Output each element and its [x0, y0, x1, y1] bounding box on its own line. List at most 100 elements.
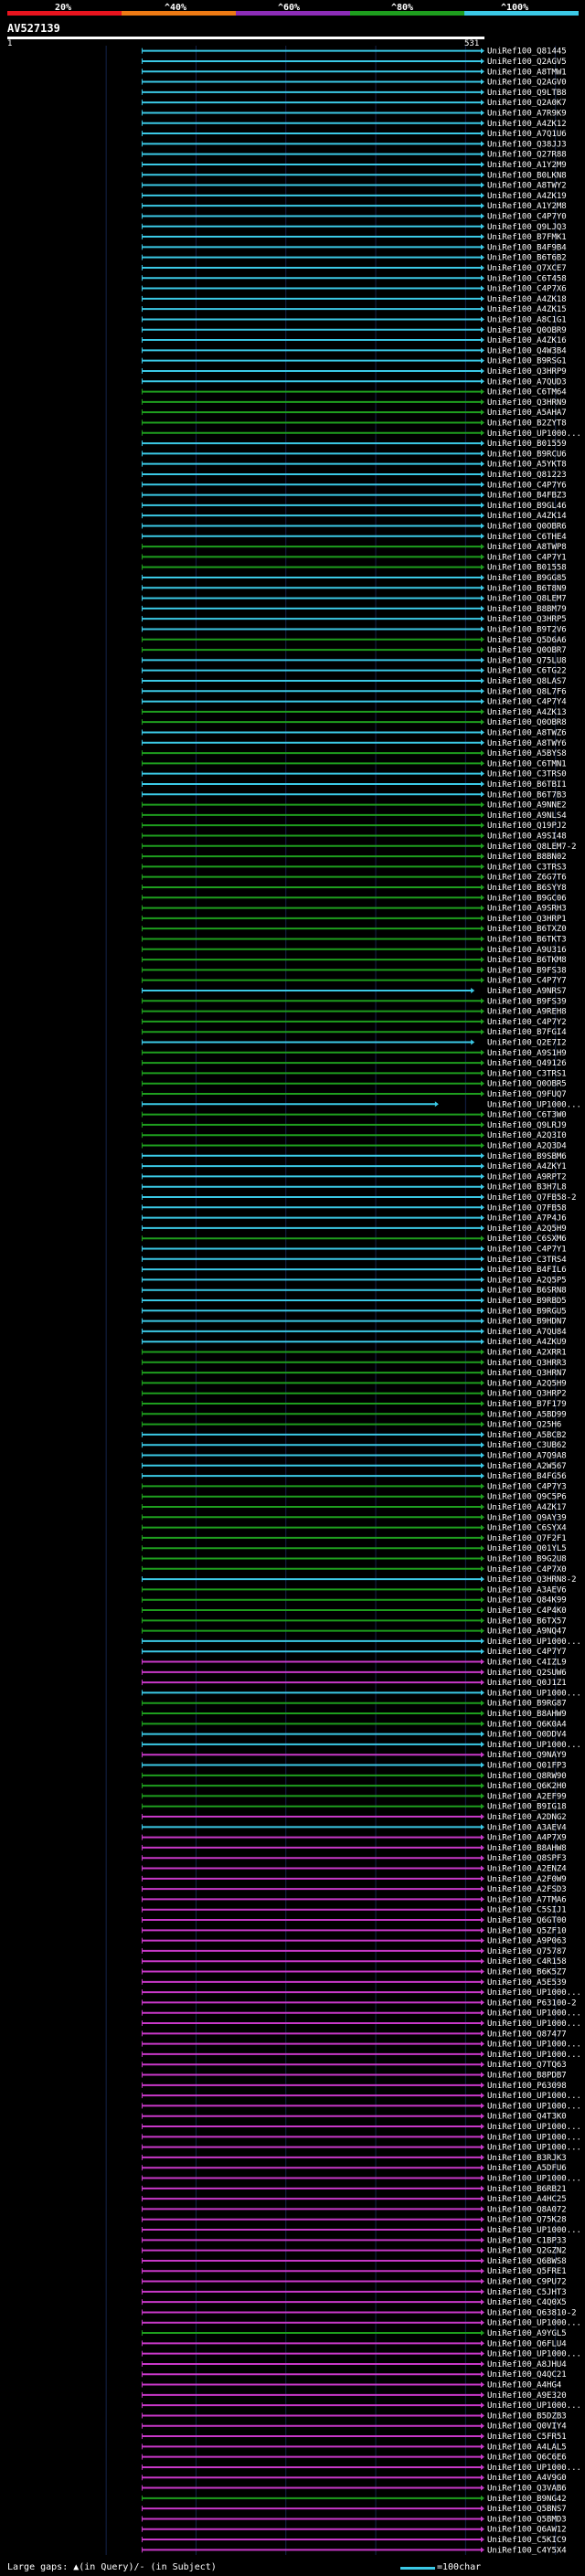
hit-arrow — [481, 1090, 484, 1097]
hit-label: UniRef100_A1Y2M9 — [487, 161, 567, 170]
hit-arrow — [481, 1380, 484, 1386]
hit-label: UniRef100_Q9LJQ3 — [487, 223, 567, 232]
hit-arrow — [481, 1803, 484, 1809]
hit-label: UniRef100_C6SXM6 — [487, 1235, 567, 1244]
hit-label: UniRef100_C5JHT3 — [487, 2288, 567, 2297]
hit-arrow — [481, 729, 484, 736]
hit-arrow — [481, 1080, 484, 1087]
hit-arrow — [481, 2526, 484, 2532]
hit-label: UniRef100_C3UB62 — [487, 1441, 567, 1450]
hit-arrow — [481, 1607, 484, 1614]
hit-label: UniRef100_B2ZYT8 — [487, 419, 567, 428]
legend-label-20: 20% — [55, 3, 72, 13]
hit-arrow — [481, 2144, 484, 2150]
hit-arrow — [481, 1711, 484, 1717]
hit-label: UniRef100_A5E539 — [487, 1978, 567, 1988]
hit-label: UniRef100_A3AEV6 — [487, 1585, 567, 1595]
hit-label: UniRef100_A8JHU4 — [487, 2360, 567, 2369]
hit-label: UniRef100_C4P7Y3 — [487, 1482, 567, 1491]
hit-arrow — [481, 1999, 484, 2006]
hit-arrow — [481, 2278, 484, 2284]
hit-arrow — [481, 254, 484, 260]
hit-arrow — [481, 367, 484, 374]
hit-label: UniRef100_A9NLS4 — [487, 811, 567, 821]
hit-label: UniRef100_B9RBD5 — [487, 1297, 567, 1306]
hit-label: UniRef100_Q3VAB6 — [487, 2485, 567, 2494]
hit-label: UniRef100_A2Q3D4 — [487, 1141, 567, 1150]
hit-arrow — [481, 544, 484, 550]
hit-arrow — [481, 2216, 484, 2222]
hit-arrow — [481, 1741, 484, 1747]
hit-label: UniRef100_Q63810-2 — [487, 2308, 577, 2317]
hit-arrow — [481, 791, 484, 798]
hit-arrow — [481, 2506, 484, 2512]
hit-label: UniRef100_A9REH8 — [487, 1008, 567, 1017]
hit-arrow — [481, 1927, 484, 1934]
hit-label: UniRef100_B7FGI4 — [487, 1028, 567, 1037]
hit-arrow — [481, 2154, 484, 2160]
hit-label: UniRef100_Q81223 — [487, 471, 567, 480]
hit-label: UniRef100_Z6G7T6 — [487, 874, 567, 883]
hit-label: UniRef100_A8TWZ6 — [487, 728, 567, 737]
hit-label: UniRef100_Q0J1Z1 — [487, 1679, 567, 1688]
hit-label: UniRef100_C4P7Y1 — [487, 1245, 567, 1254]
hit-label: UniRef100_A2Q5H9 — [487, 1224, 567, 1234]
hit-label: UniRef100_A9U316 — [487, 946, 567, 955]
hit-arrow — [481, 1638, 484, 1644]
hit-label: UniRef100_B8BM79 — [487, 605, 567, 614]
hit-arrow — [471, 987, 475, 993]
hit-label: UniRef100_B6TKM8 — [487, 956, 567, 965]
hit-label: UniRef100_UP1000... — [487, 2123, 581, 2132]
hit-label: UniRef100_UP1000... — [487, 2175, 581, 2184]
hit-label: UniRef100_Q75LU8 — [487, 656, 567, 665]
hit-arrow — [481, 936, 484, 942]
hit-arrow — [481, 79, 484, 85]
hit-arrow — [481, 2330, 484, 2337]
hit-arrow — [481, 2350, 484, 2357]
hit-label: UniRef100_Q9C5P6 — [487, 1493, 567, 1502]
hit-arrow — [481, 1431, 484, 1437]
hit-label: UniRef100_UP1000... — [487, 2051, 581, 2060]
hit-label: UniRef100_A4ZK17 — [487, 1503, 567, 1512]
hit-arrow — [481, 347, 484, 354]
hit-arrow — [481, 2299, 484, 2306]
hit-label: UniRef100_A8TWP8 — [487, 543, 567, 552]
hit-arrow — [481, 1978, 484, 1985]
hit-arrow — [481, 832, 484, 839]
hit-arrow — [481, 275, 484, 281]
hit-arrow — [481, 110, 484, 116]
hit-label: UniRef100_A5BCB2 — [487, 1431, 567, 1440]
hit-arrow — [481, 1627, 484, 1634]
hit-arrow — [481, 2175, 484, 2181]
hit-label: UniRef100_C4P7Y7 — [487, 977, 567, 986]
hit-arrow — [481, 2309, 484, 2316]
hit-arrow — [481, 1504, 484, 1511]
hit-label: UniRef100_Q6K2H0 — [487, 1782, 567, 1791]
hit-arrow — [481, 595, 484, 601]
hit-arrow — [481, 1772, 484, 1778]
hit-label: UniRef100_C3TRS1 — [487, 1069, 567, 1078]
hit-label: UniRef100_A2XRR1 — [487, 1349, 567, 1358]
hit-arrow — [434, 1101, 439, 1108]
hit-label: UniRef100_Q3HRP5 — [487, 615, 567, 624]
hit-label: UniRef100_B9GC06 — [487, 894, 567, 903]
hit-label: UniRef100_A9S1H9 — [487, 1049, 567, 1058]
hit-arrow — [481, 1968, 484, 1975]
hit-label: UniRef100_UP1000... — [487, 2019, 581, 2029]
hit-label: UniRef100_Q5FRE1 — [487, 2267, 567, 2276]
hit-label: UniRef100_B9IG18 — [487, 1803, 567, 1812]
large-gaps-legend: Large gaps: ▲(in Query)/- (in Subject) — [7, 2562, 217, 2572]
hit-arrow — [481, 295, 484, 302]
hit-label: UniRef100_Q0OBR5 — [487, 1080, 567, 1089]
hit-label: UniRef100_C5FR51 — [487, 2433, 567, 2442]
hit-label: UniRef100_UP1000... — [487, 2041, 581, 2050]
hit-arrow — [481, 1070, 484, 1076]
hit-label: UniRef100_C4IZL9 — [487, 1659, 567, 1668]
hit-label: UniRef100_A4ZK12 — [487, 120, 567, 129]
hit-label: UniRef100_Q9LTB8 — [487, 89, 567, 98]
hit-arrow — [481, 1565, 484, 1572]
hit-arrow — [481, 182, 484, 188]
hit-label: UniRef100_Q8LAS7 — [487, 677, 567, 686]
hit-arrow — [481, 2051, 484, 2057]
hit-arrow — [481, 440, 484, 447]
